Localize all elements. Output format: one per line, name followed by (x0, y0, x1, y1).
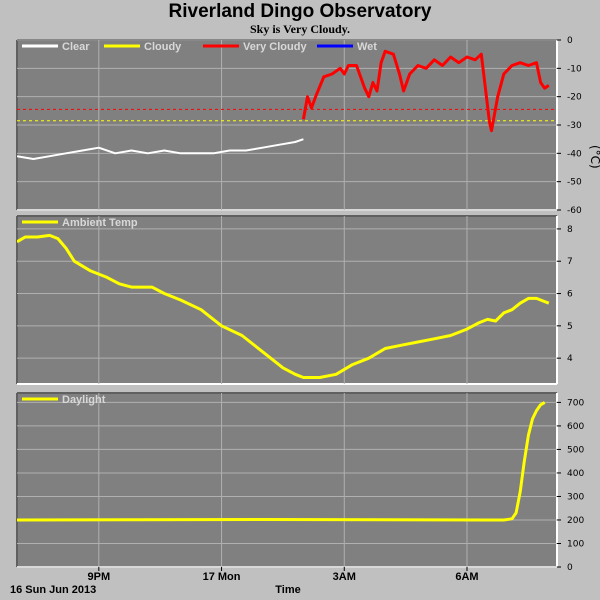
x-tick-label: 6AM (455, 571, 478, 583)
y-tick-label: 0 (567, 563, 573, 573)
y-tick-label: 200 (567, 516, 584, 526)
daylight-panel: 700 600 500 400 300 200 100 0 Daylight (16, 392, 584, 573)
y-tick-label: 5 (567, 322, 573, 332)
y-tick-label: -10 (567, 64, 582, 74)
y-tick-label: 0 (567, 36, 573, 46)
plot-area (17, 393, 557, 567)
y-tick-label: 400 (567, 469, 584, 479)
series-line-ambient-temp (17, 233, 550, 379)
page-title: Riverland Dingo Observatory (168, 1, 432, 22)
y-tick-label: -60 (567, 206, 582, 216)
legend-label: Cloudy (144, 41, 182, 53)
sky-status: Sky is Very Cloudy. (249, 22, 351, 36)
series-line-very-cloudy (301, 49, 550, 133)
legend-label: Daylight (62, 394, 106, 406)
y-tick-label: 8 (567, 225, 573, 235)
series-line-daylight (17, 401, 546, 522)
x-tick-label: 9PM (88, 571, 111, 583)
ambient-temp-panel: 8 7 6 5 4 Ambient Temp (16, 215, 573, 385)
series-line-clear (17, 138, 304, 160)
legend-label: Ambient Temp (62, 217, 138, 229)
y-tick-label: -20 (567, 93, 582, 103)
plot-area (17, 216, 557, 384)
y-tick-label: 600 (567, 422, 584, 432)
y-tick-label: 300 (567, 492, 584, 502)
sky-temperature-panel: 0 -10 -20 -30 -40 -50 -60 Clear Cloudy Very Cloud… (16, 36, 600, 216)
y-tick-label: -30 (567, 121, 582, 131)
legend-label: Clear (62, 41, 90, 53)
y-tick-label: -50 (567, 178, 582, 188)
y-tick-label: 7 (567, 257, 573, 267)
legend-label: Very Cloudy (243, 41, 307, 53)
y-tick-label: -40 (567, 149, 582, 159)
y-tick-label: 100 (567, 539, 584, 549)
start-date-label: 16 Sun Jun 2013 (10, 584, 96, 596)
legend-label: Wet (357, 41, 377, 53)
x-axis-label: Time (275, 584, 300, 596)
y-axis-unit: (°C) (588, 145, 600, 169)
x-tick-label: 3AM (333, 571, 356, 583)
x-tick-label: 17 Mon (203, 571, 241, 583)
y-tick-label: 700 (567, 398, 584, 408)
y-tick-label: 4 (567, 354, 573, 364)
x-axis: 9PM 17 Mon 3AM 6AM (88, 567, 479, 583)
y-tick-label: 6 (567, 290, 573, 300)
y-tick-label: 500 (567, 445, 584, 455)
